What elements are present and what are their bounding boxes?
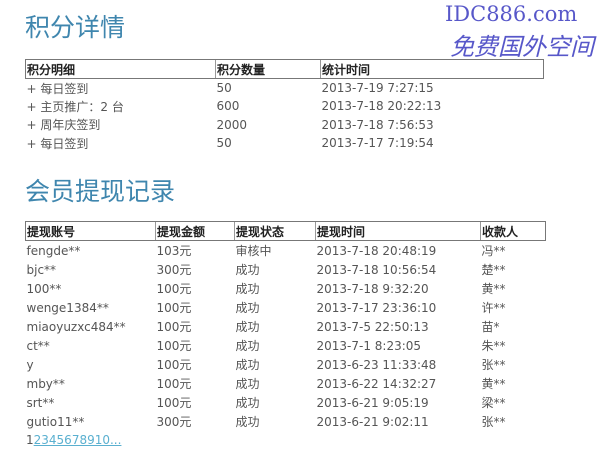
table-cell: 100元 xyxy=(156,377,192,391)
table-cell: 成功 xyxy=(235,301,260,315)
table-cell: 2013-7-18 20:48:19 xyxy=(316,243,437,258)
table-header: 提现账号 提现金额 提现状态 提现时间 收款人 xyxy=(25,221,546,241)
table-row: y 100元 成功 2013-6-23 11:33:48 张** xyxy=(26,355,546,374)
table-cell: 成功 xyxy=(235,396,260,410)
table-cell: 100** xyxy=(26,281,62,296)
table-cell: 黄** xyxy=(481,377,506,391)
page-links[interactable]: 2345678910... xyxy=(33,433,122,447)
table-cell: 300元 xyxy=(156,415,192,429)
column-header: 收款人 xyxy=(480,221,546,241)
table-cell: 103元 xyxy=(156,244,192,258)
table-cell: 楚** xyxy=(481,263,506,277)
table-cell: 2013-7-5 22:50:13 xyxy=(316,319,429,334)
table-cell: 2000 xyxy=(216,117,248,132)
table-row: + 每日签到 50 2013-7-19 7:27:15 xyxy=(26,79,544,98)
table-cell: 2013-6-22 14:32:27 xyxy=(316,376,437,391)
table-row: ct** 100元 成功 2013-7-1 8:23:05 朱** xyxy=(26,336,546,355)
table-cell: 成功 xyxy=(235,263,260,277)
table-cell: gutio11** xyxy=(26,414,85,429)
table-cell: 300元 xyxy=(156,263,192,277)
table-cell: ct** xyxy=(26,338,50,353)
table-cell: 成功 xyxy=(235,320,260,334)
pagination: 12345678910... xyxy=(26,433,121,447)
column-header: 提现金额 xyxy=(155,221,235,241)
table-cell: wenge1384** xyxy=(26,300,109,315)
column-header: 提现状态 xyxy=(234,221,316,241)
table-cell: 成功 xyxy=(235,415,260,429)
table-cell: 冯** xyxy=(481,244,506,258)
table-cell: 50 xyxy=(216,81,232,96)
points-table: 积分明细 积分数量 统计时间 + 每日签到 50 2013-7-19 7:27:15 + 主… xyxy=(25,59,544,152)
table-cell: 2013-6-21 9:02:11 xyxy=(316,414,429,429)
table-cell: 100元 xyxy=(156,282,192,296)
watermark-domain: IDC886.com xyxy=(445,2,578,26)
table-cell: 审核中 xyxy=(235,244,272,258)
table-cell: + 每日签到 xyxy=(26,136,89,151)
table-cell: 100元 xyxy=(156,301,192,315)
table-cell: 苗* xyxy=(481,320,500,334)
table-cell: 100元 xyxy=(156,320,192,334)
table-row: 100** 100元 成功 2013-7-18 9:32:20 黄** xyxy=(26,279,546,298)
table-cell: y xyxy=(26,357,34,372)
table-cell: 2013-7-19 7:27:15 xyxy=(321,81,434,96)
table-cell: 50 xyxy=(216,136,232,151)
table-cell: 2013-7-1 8:23:05 xyxy=(316,338,422,353)
table-row: + 周年庆签到 2000 2013-7-18 7:56:53 xyxy=(26,116,544,134)
withdraw-title: 会员提现记录 xyxy=(25,177,176,206)
table-cell: 黄** xyxy=(481,282,506,296)
table-row: fengde** 103元 审核中 2013-7-18 20:48:19 冯** xyxy=(26,241,546,261)
table-cell: srt** xyxy=(26,395,55,410)
table-cell: mby** xyxy=(26,376,65,391)
table-row: gutio11** 300元 成功 2013-6-21 9:02:11 张** xyxy=(26,412,546,431)
table-row: + 主页推广：2 台 600 2013-7-18 20:22:13 xyxy=(26,97,544,115)
column-header: 积分明细 xyxy=(25,59,216,79)
column-header: 统计时间 xyxy=(320,59,544,79)
table-row: + 每日签到 50 2013-7-17 7:19:54 xyxy=(26,134,544,152)
table-cell: 朱** xyxy=(481,339,506,353)
table-cell: miaoyuzxc484** xyxy=(26,319,126,334)
table-row: bjc** 300元 成功 2013-7-18 10:56:54 楚** xyxy=(26,260,546,279)
table-cell: fengde** xyxy=(26,243,81,258)
table-cell: 2013-7-18 9:32:20 xyxy=(316,281,429,296)
table-cell: 张** xyxy=(481,415,506,429)
table-cell: 600 xyxy=(216,99,240,114)
table-cell: 成功 xyxy=(235,377,260,391)
table-cell: + 主页推广：2 台 xyxy=(26,99,124,114)
table-cell: 2013-6-23 11:33:48 xyxy=(316,357,437,372)
table-header: 积分明细 积分数量 统计时间 xyxy=(25,59,544,79)
table-cell: 100元 xyxy=(156,358,192,372)
table-row: wenge1384** 100元 成功 2013-7-17 23:36:10 许** xyxy=(26,298,546,317)
table-row: mby** 100元 成功 2013-6-22 14:32:27 黄** xyxy=(26,374,546,393)
table-cell: 100元 xyxy=(156,339,192,353)
column-header: 提现时间 xyxy=(315,221,481,241)
table-cell: 2013-7-17 23:36:10 xyxy=(316,300,437,315)
table-cell: 2013-7-18 20:22:13 xyxy=(321,99,442,114)
column-header: 提现账号 xyxy=(25,221,156,241)
table-row: srt** 100元 成功 2013-6-21 9:05:19 梁** xyxy=(26,393,546,412)
table-cell: 成功 xyxy=(235,358,260,372)
table-cell: 100元 xyxy=(156,396,192,410)
table-cell: bjc** xyxy=(26,262,57,277)
column-header: 积分数量 xyxy=(215,59,321,79)
table-cell: 成功 xyxy=(235,339,260,353)
table-row: miaoyuzxc484** 100元 成功 2013-7-5 22:50:13 苗* xyxy=(26,317,546,336)
page-current: 1 xyxy=(26,433,34,447)
table-cell: 2013-7-18 10:56:54 xyxy=(316,262,437,277)
table-cell: 2013-7-17 7:19:54 xyxy=(321,136,434,151)
table-cell: 梁** xyxy=(481,396,506,410)
withdraw-table: 提现账号 提现金额 提现状态 提现时间 收款人 fengde** 103元 审核中 2013-7… xyxy=(25,221,546,431)
table-cell: + 周年庆签到 xyxy=(26,118,101,133)
table-cell: 成功 xyxy=(235,282,260,296)
table-cell: 许** xyxy=(481,301,506,315)
watermark-text: 免费国外空间 xyxy=(450,33,594,61)
table-cell: + 每日签到 xyxy=(26,81,89,96)
points-title: 积分详情 xyxy=(25,13,126,42)
table-cell: 2013-6-21 9:05:19 xyxy=(316,395,429,410)
table-cell: 2013-7-18 7:56:53 xyxy=(321,117,434,132)
table-cell: 张** xyxy=(481,358,506,372)
